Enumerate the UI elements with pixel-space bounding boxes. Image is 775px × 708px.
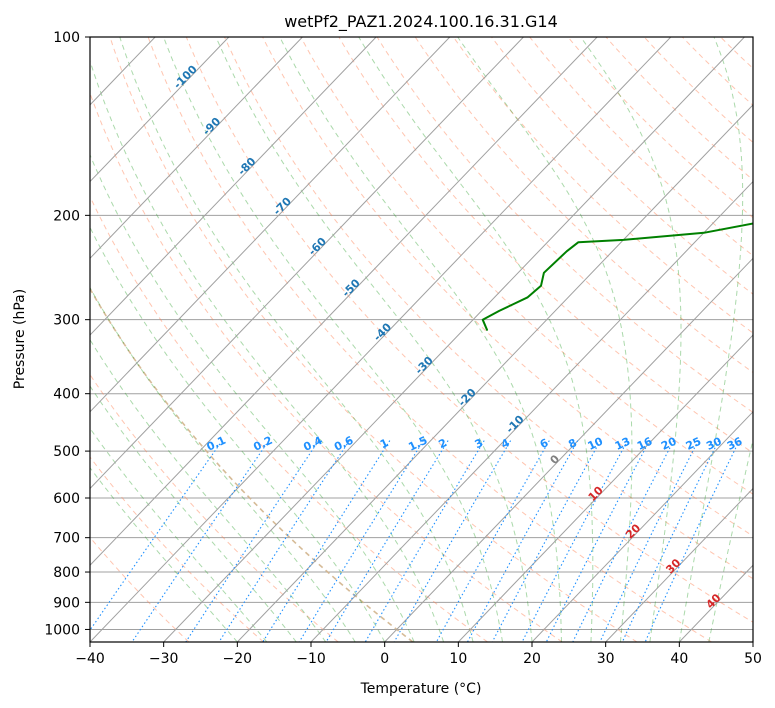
isotherm-line <box>90 37 524 490</box>
mixing-ratio-label: 16 <box>635 435 655 453</box>
dry-adiabat <box>90 456 264 642</box>
moist-adiabat <box>90 338 327 642</box>
moist-adiabat <box>90 59 445 642</box>
pressure-gridlines <box>90 37 753 630</box>
mixing-ratio-line <box>621 440 720 642</box>
mixing-ratio-line <box>435 440 550 642</box>
y-tick-label: 600 <box>53 491 80 507</box>
dry-adiabat <box>376 37 753 413</box>
moist-adiabat <box>580 37 682 642</box>
isotherm-line <box>90 37 377 336</box>
mixing-ratio-line <box>298 440 424 642</box>
dry-adiabat <box>262 37 753 537</box>
x-tick-label: −20 <box>223 651 253 667</box>
dry-adiabat <box>147 37 712 642</box>
y-tick-label: 400 <box>53 387 80 403</box>
isotherm-line <box>457 334 753 642</box>
y-tick-label: 800 <box>53 565 80 581</box>
dry-adiabat <box>452 37 753 334</box>
y-tick-label: 300 <box>53 313 80 329</box>
x-tick-label: 40 <box>670 651 688 667</box>
moist-adiabat <box>215 37 533 642</box>
moist-adiabat <box>90 226 386 642</box>
y-tick-label: 200 <box>53 208 80 224</box>
y-tick-label: 100 <box>53 30 80 46</box>
isotherm-line <box>90 37 672 642</box>
x-tick-label: 30 <box>597 651 615 667</box>
y-tick-label: 500 <box>53 444 80 460</box>
mixing-ratio-line <box>364 440 485 642</box>
moist-adiabat <box>90 286 356 642</box>
plot-frame <box>89 36 754 643</box>
isotherm-line <box>310 180 753 642</box>
dry-adiabat <box>567 37 753 219</box>
x-axis: −40 −30 −20 −10 0 10 20 30 40 50 <box>75 642 762 667</box>
mixing-ratio-line <box>545 440 651 642</box>
mixing-ratio-label: 13 <box>613 435 632 453</box>
isotherm-line <box>236 104 753 642</box>
dry-adiabat <box>90 91 563 642</box>
plot-area: 0.1 0.2 0.4 0.6 1 1.5 2 3 4 6 8 10 13 16 20 25 30 36-100-… <box>90 37 753 642</box>
x-tick-label: −30 <box>149 651 179 667</box>
mixing-ratio-line <box>599 440 699 642</box>
x-tick-label: 0 <box>380 651 389 667</box>
base-adiabat <box>90 287 414 642</box>
mixing-ratio-label: 10 <box>586 435 606 453</box>
x-tick-label: −10 <box>296 651 326 667</box>
isotherm-line <box>384 257 753 642</box>
moist-adiabat <box>708 437 753 642</box>
sounding-profiles <box>481 222 753 331</box>
mixing-ratio-line <box>393 440 512 642</box>
mixing-ratio-label: 25 <box>684 435 703 453</box>
mixing-ratio-line <box>185 440 320 642</box>
y-axis: 100 200 300 400 500 600 700 800 900 1000 <box>44 30 90 638</box>
dry-adiabat <box>529 37 753 257</box>
dry-adiabat <box>90 536 190 642</box>
mixing-ratio-label: 36 <box>725 435 745 453</box>
isotherm-line <box>605 487 753 642</box>
dry-adiabat <box>491 37 753 295</box>
y-tick-label: 1000 <box>44 622 80 638</box>
mixing-ratio-line <box>572 440 675 642</box>
isotherm-line <box>90 37 451 413</box>
dry-adiabat <box>224 37 753 580</box>
x-tick-label: 50 <box>744 651 762 667</box>
isotherm-line <box>531 411 753 642</box>
dry-adiabat <box>90 195 488 642</box>
y-tick-label: 700 <box>53 531 80 547</box>
x-tick-label: −40 <box>75 651 105 667</box>
chart-title: wetPf2_PAZ1.2024.100.16.31.G14 <box>284 12 558 32</box>
isotherm-line <box>163 37 745 642</box>
mixing-ratio-line <box>90 440 223 632</box>
mixing-ratio-line <box>644 440 740 642</box>
x-axis-title: Temperature (°C) <box>360 681 482 697</box>
y-tick-label: 900 <box>53 595 80 611</box>
moist-adiabat <box>119 37 474 642</box>
isotherm-line <box>90 37 230 183</box>
dewpoint-profile-line <box>481 222 753 331</box>
x-tick-label: 10 <box>449 651 467 667</box>
mixing-ratio-line <box>325 440 449 642</box>
mixing-ratio-label: 20 <box>659 435 679 453</box>
dry-adiabat <box>109 37 638 642</box>
mixing-ratio-label: 30 <box>704 435 724 453</box>
mixing-ratio-line <box>218 440 350 642</box>
moist-adiabat <box>358 37 594 642</box>
y-axis-title: Pressure (hPa) <box>12 289 28 389</box>
moist-adiabat <box>678 37 744 642</box>
isotherm-line <box>90 37 303 260</box>
skewed-isotherms <box>90 37 753 642</box>
dry-adiabat <box>300 37 753 495</box>
x-tick-label: 20 <box>523 651 541 667</box>
mixing-ratio-lines <box>90 440 740 642</box>
dry-adiabat <box>414 37 753 374</box>
mixing-ratio-line <box>131 440 270 642</box>
isotherm-line <box>90 37 598 566</box>
moist-adiabat <box>163 37 503 642</box>
